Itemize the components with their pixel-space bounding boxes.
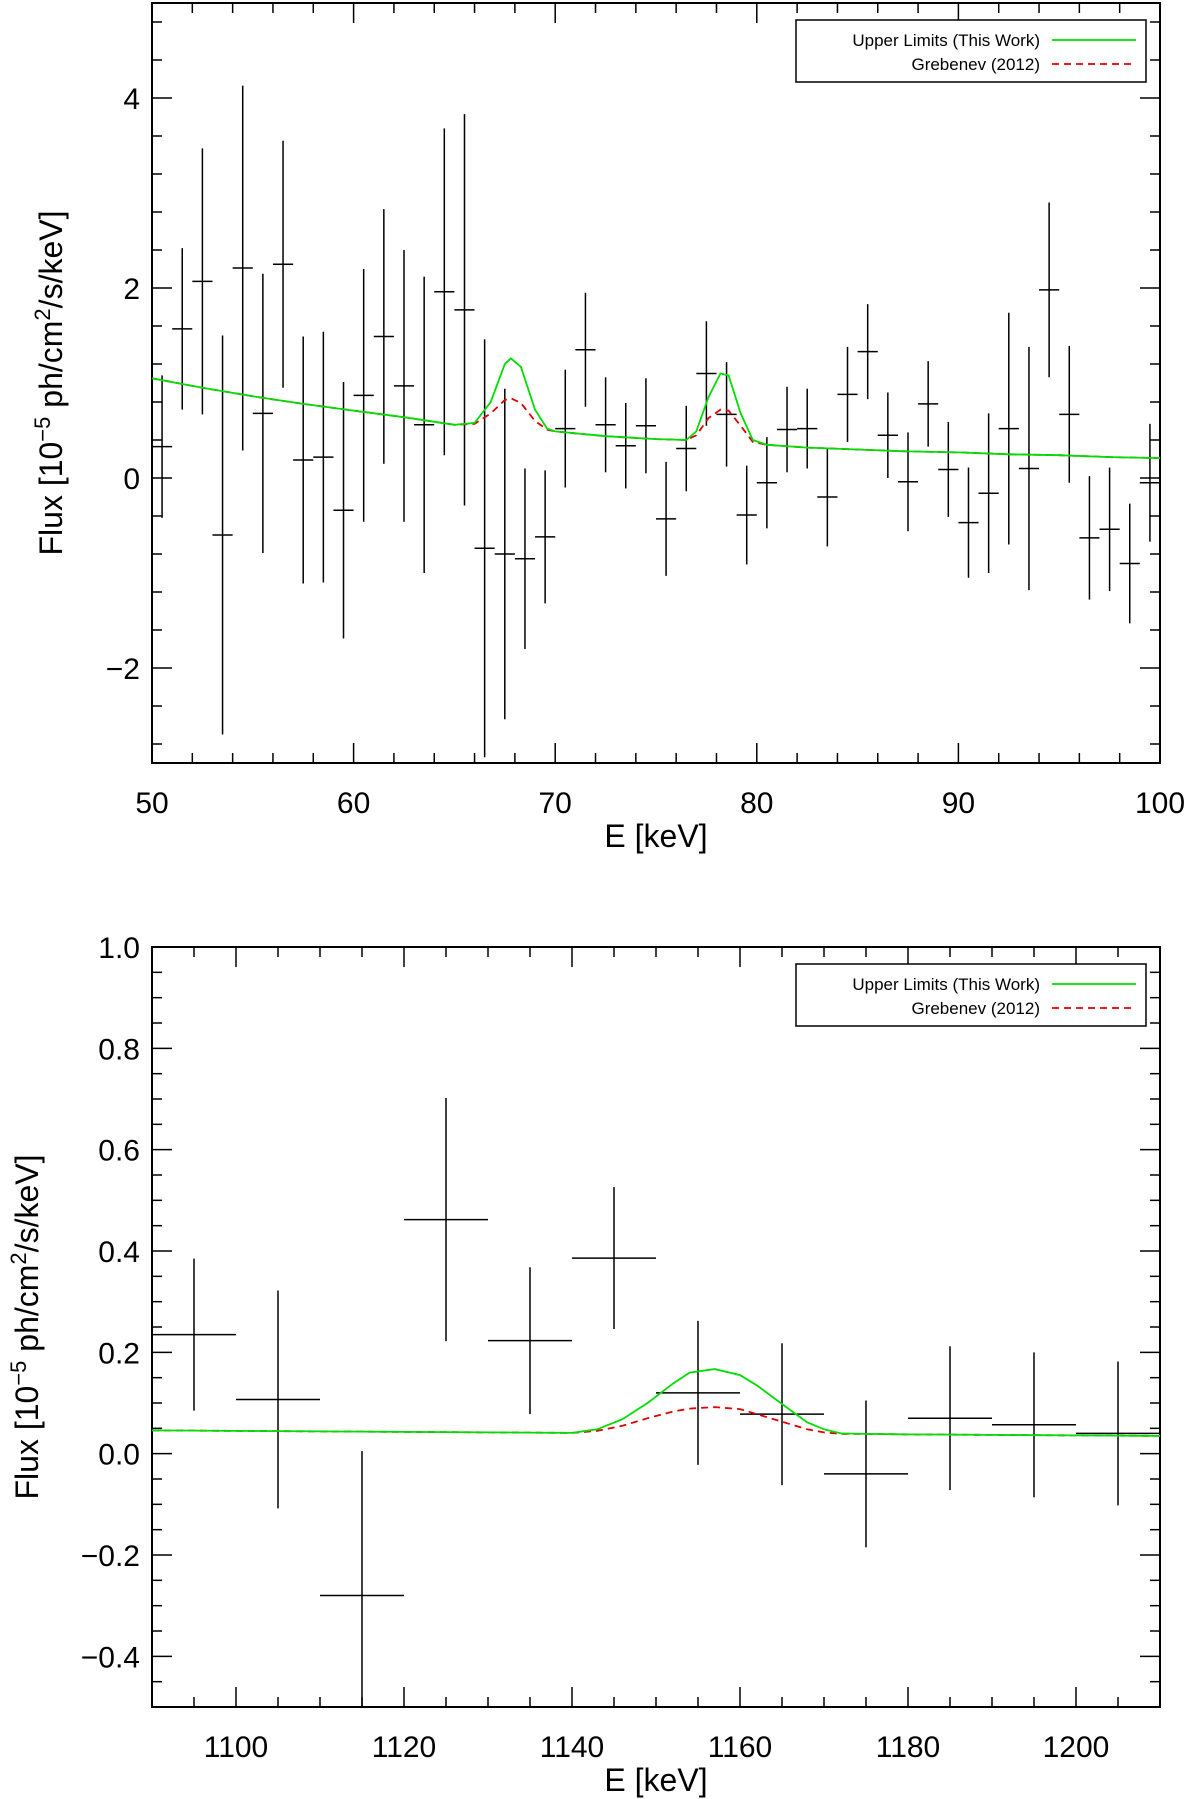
legend-label: Upper Limits (This Work) — [852, 31, 1040, 50]
y-axis-label-superscript: 2 — [6, 1252, 31, 1264]
y-tick-label: −2 — [106, 653, 140, 686]
y-axis-label-part: /s/keV] — [33, 210, 69, 308]
y-tick-label: 0 — [123, 463, 140, 496]
y-tick-label: −0.2 — [81, 1540, 140, 1573]
y-axis-label-part: Flux [10 — [33, 442, 69, 556]
model-curves — [152, 1368, 1160, 1437]
x-axis-label: E [keV] — [604, 818, 707, 854]
legend-label: Grebenev (2012) — [911, 999, 1040, 1018]
panel-bottom: 1100 1120 1140 1160 1180 1200 −0.4 −0.2 0.0 0.2 0.… — [6, 932, 1161, 1798]
panel-top: 50 60 70 80 90 100 −2 0 2 4 E [keV] Flux [10−5 ph/c… — [30, 2, 1185, 854]
y-axis-label-superscript: −5 — [30, 417, 55, 442]
x-tick-label: 90 — [942, 787, 975, 820]
legend-label: Upper Limits (This Work) — [852, 975, 1040, 994]
x-tick-label: 1120 — [372, 1731, 437, 1764]
plot-frame — [151, 2, 1161, 764]
y-axis-label-superscript: 2 — [30, 308, 55, 320]
legend-box — [795, 963, 1147, 1027]
y-tick-label: 0.8 — [98, 1033, 140, 1066]
y-axis-label-superscript: −5 — [6, 1361, 31, 1386]
x-tick-label: 100 — [1135, 787, 1185, 820]
data-points — [152, 85, 1160, 758]
x-tick-label: 1180 — [876, 1731, 941, 1764]
y-tick-label: 4 — [123, 83, 140, 116]
y-axis-label: Flux [10−5 ph/cm2/s/keV] — [6, 1154, 45, 1499]
series-line-upper-limits — [152, 357, 1160, 459]
legend-label: Grebenev (2012) — [911, 55, 1040, 74]
y-tick-label: 0.2 — [98, 1337, 140, 1370]
x-tick-label: 1200 — [1043, 1731, 1110, 1764]
x-tick-label: 60 — [337, 787, 370, 820]
model-curves — [152, 357, 1160, 459]
x-tick-label: 50 — [135, 787, 168, 820]
x-tick-label: 80 — [740, 787, 773, 820]
y-axis-label-part: ph/cm — [9, 1265, 45, 1361]
legend-box — [795, 19, 1147, 83]
y-axis-label: Flux [10−5 ph/cm2/s/keV] — [30, 210, 69, 555]
y-axis-label-part: Flux [10 — [9, 1386, 45, 1500]
series-line-upper-limits — [152, 1368, 1160, 1437]
x-tick-label: 1140 — [540, 1731, 605, 1764]
x-tick-label: 1160 — [708, 1731, 773, 1764]
y-tick-label: 1.0 — [98, 932, 140, 965]
y-tick-label: −0.4 — [81, 1641, 140, 1674]
y-axis-label-part: /s/keV] — [9, 1154, 45, 1252]
plot-frame — [151, 946, 1161, 1708]
y-tick-label: 0.4 — [98, 1236, 140, 1269]
x-axis-label: E [keV] — [604, 1762, 707, 1798]
y-tick-label: 2 — [123, 273, 140, 306]
y-axis-label-part: ph/cm — [33, 321, 69, 417]
y-tick-label: 0.0 — [98, 1439, 140, 1472]
y-tick-label: 0.6 — [98, 1135, 140, 1168]
x-tick-label: 1100 — [204, 1731, 269, 1764]
data-points — [152, 1097, 1160, 1707]
x-tick-label: 70 — [539, 787, 572, 820]
